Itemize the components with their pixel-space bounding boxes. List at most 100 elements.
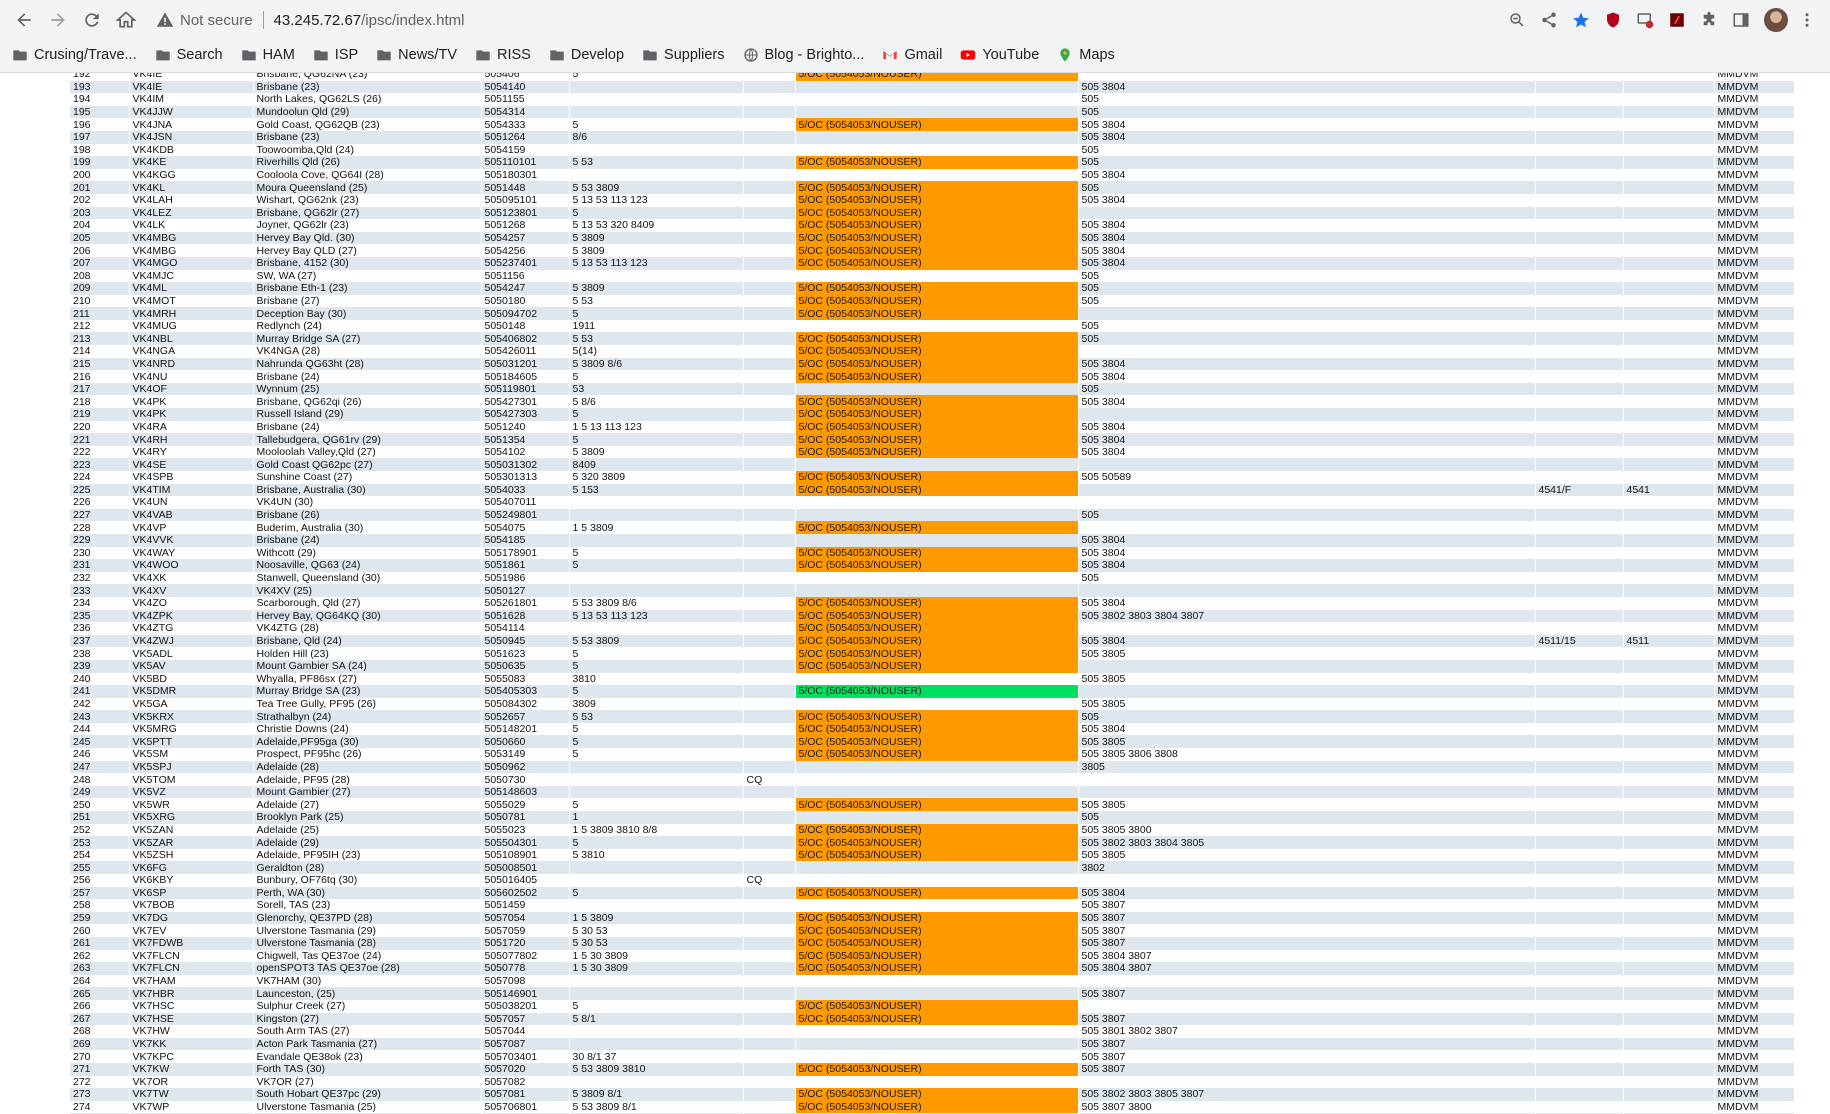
dmr-id-cell: 5050180 [481, 294, 570, 308]
talkgroups-cell: 3810 [569, 672, 744, 686]
callsign-cell: VK4LAH [129, 193, 254, 207]
bookmark-item[interactable]: RISS [475, 47, 531, 63]
bookmark-item[interactable]: Search [155, 47, 223, 63]
options-cell: 5/OC (5054053/NOUSER) [795, 622, 1079, 635]
ublock-extension-button[interactable] [1600, 7, 1626, 33]
bookmark-item[interactable]: Blog - Brighto... [743, 47, 864, 63]
bookmarks-bar: Crusing/Trave... Search HAM ISP News/TV RISS D… [0, 40, 1830, 70]
table-row: 253 VK5ZAR Adelaide (29) 505504301 5 5/OC (50… [70, 836, 1795, 849]
options-cell [795, 458, 1079, 471]
location-cell: Withcott (29) [253, 546, 482, 560]
reload-button[interactable] [78, 6, 106, 34]
static-slot2-cell [1623, 345, 1715, 358]
bookmark-item[interactable]: Develop [549, 47, 624, 63]
row-number-cell: 266 [70, 999, 130, 1013]
software-cell: MMDVM [1714, 73, 1795, 81]
software-cell: MMDVM [1714, 231, 1795, 245]
talkgroups-cell [569, 93, 744, 106]
static-slot2-cell [1623, 760, 1715, 774]
dmr-id-cell: 505094702 [481, 307, 570, 320]
dmr-id-cell: 505405303 [481, 685, 570, 698]
talkgroups-cell: 5 3809 8/1 [569, 1088, 744, 1101]
dmr-id-cell: 5054102 [481, 445, 570, 459]
callsign-cell: VK4SE [129, 458, 254, 471]
location-cell: North Lakes, QG62LS (26) [253, 93, 482, 106]
options-cell [795, 533, 1079, 547]
row-number-cell: 231 [70, 559, 130, 572]
row-number-cell: 216 [70, 370, 130, 383]
cq-cell [743, 798, 796, 812]
row-number-cell: 236 [70, 622, 130, 635]
bookmark-item[interactable]: Gmail [882, 47, 942, 63]
side-panel-button[interactable] [1728, 7, 1754, 33]
row-number-cell: 226 [70, 496, 130, 509]
cq-cell: CQ [743, 874, 796, 887]
static-slot1-cell [1535, 911, 1624, 925]
options-cell [795, 773, 1079, 786]
talkgroups-cell: 5 3809 [569, 231, 744, 245]
zoom-button[interactable] [1504, 7, 1530, 33]
repeater-talkgroups-cell: 505 3804 [1078, 219, 1536, 232]
back-button[interactable] [10, 6, 38, 34]
software-cell: MMDVM [1714, 899, 1795, 912]
talkgroups-cell: 5 13 53 113 123 [569, 193, 744, 207]
cq-cell [743, 584, 796, 597]
bookmark-item[interactable]: HAM [241, 47, 295, 63]
browser-menu-button[interactable] [1794, 7, 1820, 33]
dmr-id-cell: 5050660 [481, 735, 570, 749]
options-cell: 5/OC (5054053/NOUSER) [795, 156, 1079, 169]
software-cell: MMDVM [1714, 748, 1795, 761]
extensions-button[interactable] [1696, 7, 1722, 33]
table-row: 213 VK4NBL Murray Bridge SA (27) 505406802 5… [70, 332, 1795, 346]
row-number-cell: 243 [70, 710, 130, 723]
location-cell: Brisbane Eth-1 (23) [253, 282, 482, 295]
callsign-cell: VK5XRG [129, 811, 254, 824]
bookmark-item[interactable]: Maps [1057, 47, 1115, 63]
talkgroups-cell [569, 874, 744, 887]
bookmark-star-button[interactable] [1568, 7, 1594, 33]
location-cell: VK7OR (27) [253, 1075, 482, 1089]
software-cell: MMDVM [1714, 823, 1795, 837]
location-cell: Glenorchy, QE37PD (28) [253, 911, 482, 925]
url-host: 43.245.72.67 [273, 11, 362, 29]
address-bar[interactable]: Not secure 43.245.72.67/ipsc/index.html [156, 6, 1488, 34]
static-slot1-cell [1535, 73, 1624, 81]
cq-cell [743, 219, 796, 232]
dark-extension-button[interactable] [1664, 7, 1690, 33]
location-cell: Murray Bridge SA (27) [253, 332, 482, 346]
bookmark-item[interactable]: Crusing/Trave... [12, 47, 137, 63]
cq-cell [743, 546, 796, 560]
options-cell: 5/OC (5054053/NOUSER) [795, 231, 1079, 245]
share-button[interactable] [1536, 7, 1562, 33]
screen-extension-button[interactable] [1632, 7, 1658, 33]
bookmark-label: Gmail [904, 47, 943, 63]
bookmark-item[interactable]: YouTube [960, 47, 1039, 63]
dmr-id-cell: 5054314 [481, 105, 570, 119]
toolbar-icons [1498, 7, 1820, 33]
repeater-talkgroups-cell: 505 3804 [1078, 130, 1536, 144]
static-slot2-cell [1623, 370, 1715, 383]
repeater-talkgroups-cell: 505 3804 [1078, 395, 1536, 409]
repeater-talkgroups-cell: 505 3804 [1078, 357, 1536, 371]
options-cell [795, 974, 1079, 988]
bookmark-item[interactable]: Suppliers [642, 47, 725, 63]
static-slot2-cell [1623, 596, 1715, 610]
talkgroups-cell [569, 899, 744, 912]
home-button[interactable] [112, 6, 140, 34]
table-row: 222 VK4RY Mooloolah Valley,Qld (27) 5054102… [70, 445, 1795, 459]
profile-avatar[interactable] [1764, 8, 1788, 32]
bookmark-item[interactable]: ISP [313, 47, 358, 63]
location-cell: Sorell, TAS (23) [253, 899, 482, 912]
bookmark-item[interactable]: News/TV [376, 47, 457, 63]
static-slot1-cell [1535, 647, 1624, 660]
static-slot2-cell [1623, 445, 1715, 459]
forward-button[interactable] [44, 6, 72, 34]
talkgroups-cell: 5 3809 [569, 244, 744, 257]
security-indicator[interactable]: Not secure [156, 11, 253, 29]
url-text[interactable]: 43.245.72.67/ipsc/index.html [274, 12, 465, 29]
dmr-id-cell: 505178901 [481, 546, 570, 560]
table-row: 239 VK5AV Mount Gambier SA (24) 5050635 5 5/O… [70, 659, 1795, 673]
table-row: 250 VK5WR Adelaide (27) 5055029 5 5/OC (50540… [70, 798, 1795, 812]
cq-cell [743, 319, 796, 333]
kebab-menu-icon [1805, 13, 1809, 27]
